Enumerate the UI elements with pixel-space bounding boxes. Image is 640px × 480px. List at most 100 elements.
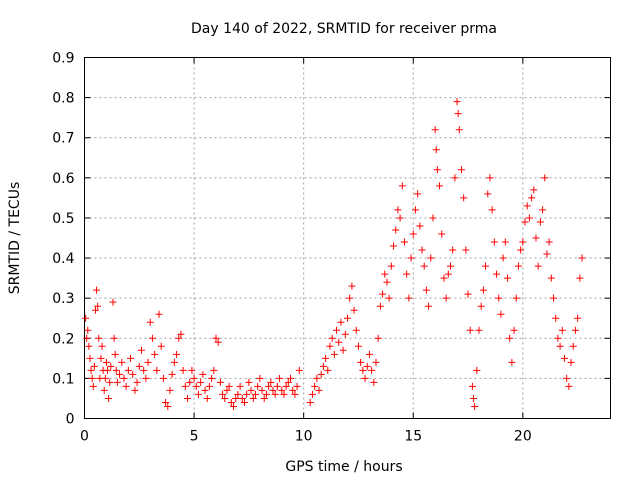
data-point — [85, 342, 93, 350]
data-point — [142, 374, 150, 382]
data-point — [565, 382, 573, 390]
data-point — [102, 358, 110, 366]
data-point — [528, 194, 536, 202]
data-point — [135, 362, 143, 370]
data-point — [306, 398, 314, 406]
data-point — [86, 354, 94, 362]
data-point — [574, 314, 582, 322]
data-point — [324, 366, 332, 374]
data-point — [337, 318, 345, 326]
data-point — [484, 190, 492, 198]
data-point — [97, 354, 105, 362]
data-point — [431, 126, 439, 134]
data-point — [175, 334, 183, 342]
data-point — [335, 338, 343, 346]
data-point — [225, 382, 233, 390]
data-point — [173, 350, 181, 358]
chart-title: Day 140 of 2022, SRMTID for receiver prm… — [191, 21, 497, 37]
data-point — [457, 166, 465, 174]
plot-frame — [84, 57, 611, 419]
data-point — [124, 366, 132, 374]
data-point — [162, 398, 170, 406]
data-point — [280, 390, 288, 398]
data-point — [293, 382, 301, 390]
data-point — [227, 398, 235, 406]
data-point — [267, 378, 275, 386]
data-point — [552, 314, 560, 322]
data-point — [576, 274, 584, 282]
data-point — [510, 326, 518, 334]
data-point — [315, 386, 323, 394]
data-point — [536, 218, 544, 226]
data-point — [238, 394, 246, 402]
data-point — [578, 254, 586, 262]
data-point — [287, 374, 295, 382]
y-tick-label: 0.9 — [52, 51, 74, 67]
data-point — [470, 394, 478, 402]
data-point — [517, 246, 525, 254]
data-point — [205, 382, 213, 390]
data-point — [110, 334, 118, 342]
data-point — [569, 342, 577, 350]
data-point — [453, 98, 461, 106]
data-point — [278, 386, 286, 394]
data-point — [194, 390, 202, 398]
data-point — [151, 350, 159, 358]
data-point — [322, 354, 330, 362]
data-point — [94, 302, 102, 310]
data-point — [98, 342, 106, 350]
data-point — [104, 366, 112, 374]
data-point — [550, 294, 558, 302]
data-point — [359, 366, 367, 374]
data-point — [488, 206, 496, 214]
data-point — [374, 334, 382, 342]
data-point — [106, 378, 114, 386]
data-point — [120, 374, 128, 382]
data-point — [396, 214, 404, 222]
data-point — [365, 350, 373, 358]
data-point — [168, 370, 176, 378]
data-point — [308, 390, 316, 398]
y-tick-label: 0.3 — [52, 291, 74, 307]
data-point — [84, 326, 92, 334]
x-tick-label: 10 — [295, 429, 313, 445]
data-point — [201, 386, 209, 394]
data-point — [328, 334, 336, 342]
data-point — [100, 386, 108, 394]
data-point — [113, 378, 121, 386]
data-point — [245, 378, 253, 386]
data-point — [407, 254, 415, 262]
data-point — [240, 398, 248, 406]
data-point — [153, 366, 161, 374]
data-point — [422, 286, 430, 294]
data-point — [414, 190, 422, 198]
data-point — [93, 286, 101, 294]
data-point — [436, 182, 444, 190]
data-point — [539, 206, 547, 214]
data-point — [219, 390, 227, 398]
y-tick-label: 0 — [66, 412, 75, 428]
data-point — [560, 354, 568, 362]
data-point — [567, 358, 575, 366]
data-point — [451, 174, 459, 182]
data-point — [348, 282, 356, 290]
data-point — [311, 382, 319, 390]
data-point — [425, 302, 433, 310]
data-point — [88, 374, 96, 382]
data-point — [137, 346, 145, 354]
x-tick-label: 20 — [514, 429, 532, 445]
data-point — [508, 358, 516, 366]
data-point — [473, 366, 481, 374]
data-point — [317, 370, 325, 378]
data-point — [208, 374, 216, 382]
data-point — [571, 326, 579, 334]
data-point — [144, 358, 152, 366]
data-point — [258, 386, 266, 394]
data-point — [493, 270, 501, 278]
y-tick-label: 0.7 — [52, 131, 74, 147]
data-point — [254, 382, 262, 390]
data-point — [333, 326, 341, 334]
data-point — [368, 366, 376, 374]
data-point — [381, 270, 389, 278]
data-point — [90, 362, 98, 370]
